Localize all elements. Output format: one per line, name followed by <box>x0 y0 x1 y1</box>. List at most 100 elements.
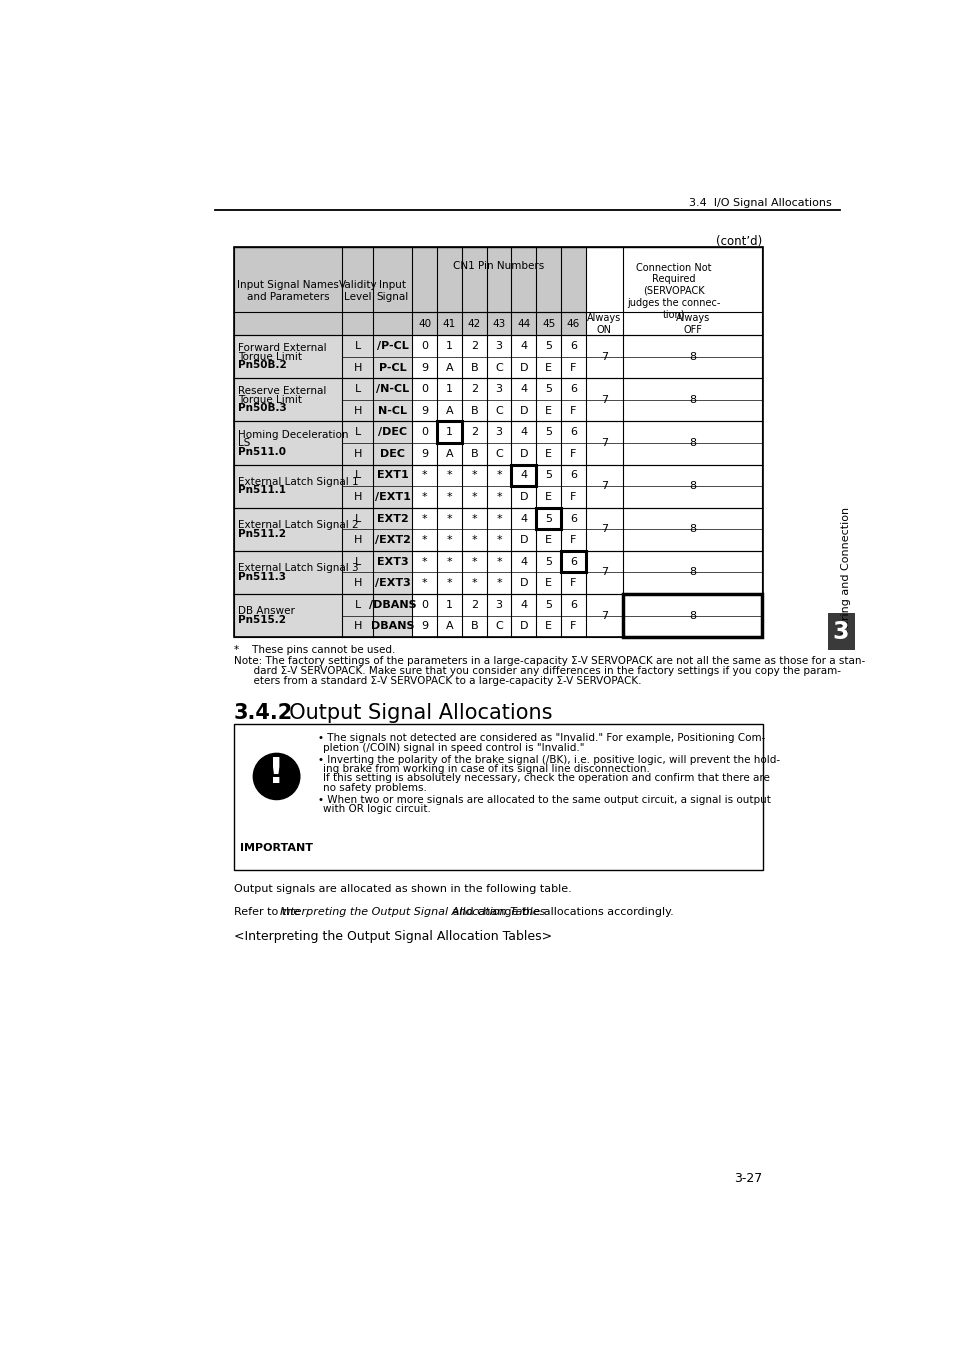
Text: 4: 4 <box>519 427 527 437</box>
Text: *: * <box>471 535 476 545</box>
Text: 5: 5 <box>544 385 552 394</box>
Text: Pn511.0: Pn511.0 <box>237 447 286 456</box>
Text: 4: 4 <box>519 556 527 567</box>
Text: Refer to the: Refer to the <box>233 907 303 918</box>
Text: C: C <box>495 406 502 416</box>
Text: 6: 6 <box>569 427 577 437</box>
Text: 4: 4 <box>519 470 527 481</box>
Text: Interpreting the Output Signal Allocation Tables: Interpreting the Output Signal Allocatio… <box>279 907 544 918</box>
Text: Pn511.3: Pn511.3 <box>237 571 286 582</box>
Text: 7: 7 <box>600 437 607 448</box>
Text: Output signals are allocated as shown in the following table.: Output signals are allocated as shown in… <box>233 884 571 894</box>
Text: Pn50B.2: Pn50B.2 <box>237 360 286 370</box>
Text: 1: 1 <box>445 427 453 437</box>
Text: 9: 9 <box>420 621 428 632</box>
Text: 3: 3 <box>832 620 848 644</box>
Bar <box>233 247 761 637</box>
Text: H: H <box>354 535 362 545</box>
Text: and change the allocations accordingly.: and change the allocations accordingly. <box>449 907 673 918</box>
Text: 5: 5 <box>544 427 552 437</box>
Text: 3: 3 <box>495 385 502 394</box>
Bar <box>585 247 761 335</box>
Text: 4: 4 <box>519 599 527 610</box>
Text: *: * <box>421 556 427 567</box>
Text: A: A <box>445 406 453 416</box>
Text: D: D <box>519 448 528 459</box>
Text: H: H <box>354 406 362 416</box>
Text: 1: 1 <box>445 599 453 610</box>
Text: Pn511.1: Pn511.1 <box>237 486 286 495</box>
Text: *: * <box>496 470 501 481</box>
Text: <Interpreting the Output Signal Allocation Tables>: <Interpreting the Output Signal Allocati… <box>233 930 552 944</box>
Text: 8: 8 <box>688 610 696 621</box>
Text: no safety problems.: no safety problems. <box>323 783 427 792</box>
Text: 8: 8 <box>688 567 696 578</box>
Text: External Latch Signal 3: External Latch Signal 3 <box>237 563 358 574</box>
Text: 45: 45 <box>541 319 555 328</box>
Text: H: H <box>354 491 362 502</box>
Text: E: E <box>544 363 552 373</box>
Bar <box>233 594 412 637</box>
Text: 6: 6 <box>569 556 577 567</box>
Text: P-CL: P-CL <box>378 363 406 373</box>
Text: C: C <box>495 621 502 632</box>
Text: F: F <box>570 448 576 459</box>
Text: F: F <box>570 491 576 502</box>
Text: 2: 2 <box>470 385 477 394</box>
Text: 2: 2 <box>470 427 477 437</box>
Text: 3: 3 <box>495 342 502 351</box>
Text: B: B <box>470 406 477 416</box>
Text: Reserve External: Reserve External <box>237 386 326 397</box>
Text: EXT2: EXT2 <box>376 513 408 524</box>
Text: eters from a standard Σ-V SERVOPACK to a large-capacity Σ-V SERVOPACK.: eters from a standard Σ-V SERVOPACK to a… <box>233 675 640 686</box>
Text: L: L <box>355 556 360 567</box>
Text: 9: 9 <box>420 406 428 416</box>
Text: *: * <box>496 491 501 502</box>
Text: Homing Deceleration: Homing Deceleration <box>237 429 348 440</box>
Text: F: F <box>570 363 576 373</box>
Text: *: * <box>421 491 427 502</box>
Text: ing brake from working in case of its signal line disconnection.: ing brake from working in case of its si… <box>323 764 649 774</box>
Text: B: B <box>470 363 477 373</box>
Text: *: * <box>421 513 427 524</box>
Text: /DBANS: /DBANS <box>369 599 416 610</box>
Text: 5: 5 <box>544 342 552 351</box>
Text: 43: 43 <box>492 319 505 328</box>
Text: DEC: DEC <box>380 448 405 459</box>
Text: 5: 5 <box>544 599 552 610</box>
Text: *    These pins cannot be used.: * These pins cannot be used. <box>233 645 395 655</box>
Text: L: L <box>355 470 360 481</box>
Text: C: C <box>495 363 502 373</box>
Bar <box>233 378 761 421</box>
Text: *: * <box>421 578 427 589</box>
Bar <box>233 335 412 378</box>
Text: F: F <box>570 535 576 545</box>
Text: 6: 6 <box>569 513 577 524</box>
Text: pletion (/COIN) signal in speed control is "Invalid.": pletion (/COIN) signal in speed control … <box>323 743 584 752</box>
Text: 7: 7 <box>600 567 607 578</box>
Bar <box>233 724 761 871</box>
Text: dard Σ-V SERVOPACK. Make sure that you consider any differences in the factory s: dard Σ-V SERVOPACK. Make sure that you c… <box>233 666 840 675</box>
Text: Torque Limit: Torque Limit <box>237 396 301 405</box>
Text: *: * <box>421 470 427 481</box>
Text: D: D <box>519 535 528 545</box>
Text: L: L <box>355 513 360 524</box>
Text: *: * <box>446 491 452 502</box>
Text: 2: 2 <box>470 342 477 351</box>
Bar <box>233 464 761 508</box>
Text: Validity
Level: Validity Level <box>338 281 376 302</box>
Text: 1: 1 <box>445 342 453 351</box>
Text: F: F <box>570 406 576 416</box>
Text: Pn511.2: Pn511.2 <box>237 529 286 539</box>
Text: A: A <box>445 448 453 459</box>
Text: Input Signal Names
and Parameters: Input Signal Names and Parameters <box>237 281 338 302</box>
Text: Wiring and Connection: Wiring and Connection <box>841 506 850 633</box>
Bar <box>233 551 412 594</box>
Text: L: L <box>355 599 360 610</box>
Text: H: H <box>354 578 362 589</box>
Text: Note: The factory settings of the parameters in a large-capacity Σ-V SERVOPACK a: Note: The factory settings of the parame… <box>233 656 864 666</box>
Text: /EXT2: /EXT2 <box>375 535 411 545</box>
Text: *: * <box>471 470 476 481</box>
Text: D: D <box>519 406 528 416</box>
Text: 41: 41 <box>442 319 456 328</box>
